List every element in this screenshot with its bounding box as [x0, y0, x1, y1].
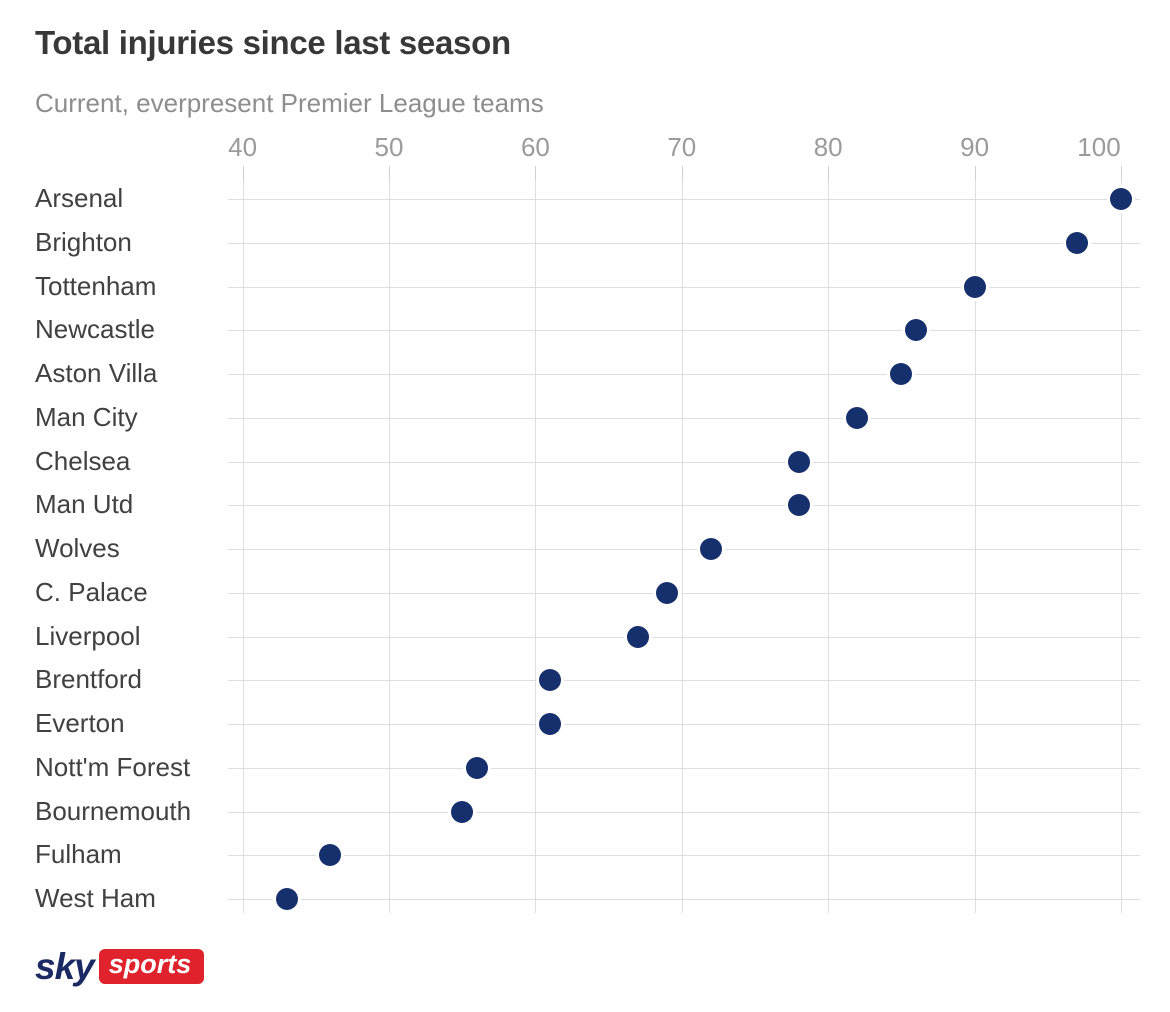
x-tick-label-60: 60	[520, 132, 550, 162]
team-label-brighton: Brighton	[35, 226, 132, 257]
data-dot-arsenal	[1109, 188, 1132, 210]
x-tickmark-90	[974, 166, 976, 180]
row-gridline	[228, 374, 1140, 375]
data-dot-brentford	[539, 669, 562, 692]
data-dot-c-palace	[656, 581, 679, 604]
data-dot-aston-villa	[890, 363, 913, 385]
data-dot-brighton	[1066, 231, 1089, 254]
row-gridline	[228, 724, 1140, 725]
row-gridline	[228, 505, 1140, 507]
data-dot-bournemouth	[451, 800, 474, 823]
team-label-brentford: Brentford	[35, 664, 142, 695]
x-gridline-40	[242, 180, 244, 913]
x-tickmark-50	[389, 166, 391, 180]
x-tick-label-80: 80	[813, 132, 843, 162]
data-dot-wolves	[700, 538, 723, 560]
x-gridline-70	[681, 180, 683, 913]
team-label-arsenal: Arsenal	[35, 182, 124, 213]
row-gridline	[228, 242, 1140, 244]
data-dot-newcastle	[905, 319, 928, 342]
sky-sports-logo: sky sports	[35, 946, 205, 987]
team-label-man-city: Man City	[35, 401, 138, 432]
team-label-newcastle: Newcastle	[35, 314, 155, 345]
team-label-west-ham: West Ham	[35, 882, 156, 913]
sports-logo-badge: sports	[98, 949, 205, 984]
team-label-nott-m-forest: Nott'm Forest	[35, 751, 191, 782]
x-tickmark-40	[242, 166, 244, 180]
data-dot-chelsea	[787, 450, 810, 473]
row-gridline	[228, 767, 1140, 769]
x-gridline-60	[535, 180, 537, 913]
team-label-wolves: Wolves	[35, 532, 120, 563]
page-subtitle: Current, everpresent Premier League team…	[35, 88, 544, 118]
row-gridline	[228, 461, 1140, 463]
row-gridline	[228, 899, 1140, 900]
team-label-aston-villa: Aston Villa	[35, 357, 158, 388]
x-tickmark-60	[535, 166, 537, 180]
x-tick-label-100: 100	[1077, 132, 1121, 162]
data-dot-man-city	[846, 406, 869, 429]
data-dot-everton	[539, 713, 562, 735]
page-title: Total injuries since last season	[35, 24, 511, 61]
row-gridline	[228, 680, 1140, 682]
x-gridline-50	[389, 180, 391, 913]
x-gridline-100	[1120, 180, 1122, 913]
team-label-everton: Everton	[35, 707, 125, 738]
data-dot-tottenham	[963, 275, 986, 298]
data-dot-man-utd	[787, 494, 810, 517]
row-gridline	[228, 811, 1140, 813]
team-label-man-utd: Man Utd	[35, 489, 134, 520]
data-dot-liverpool	[626, 625, 649, 648]
x-gridline-90	[974, 180, 976, 913]
row-gridline	[228, 286, 1140, 288]
data-dot-west-ham	[275, 888, 298, 910]
team-label-chelsea: Chelsea	[35, 445, 131, 476]
x-tick-label-90: 90	[960, 132, 990, 162]
x-tick-label-50: 50	[374, 132, 404, 162]
team-label-tottenham: Tottenham	[35, 270, 157, 301]
x-tickmark-100	[1120, 166, 1122, 180]
x-tick-label-40: 40	[228, 132, 258, 162]
team-label-fulham: Fulham	[35, 839, 122, 870]
team-label-bournemouth: Bournemouth	[35, 795, 192, 826]
row-gridline	[228, 855, 1140, 857]
row-gridline	[228, 417, 1140, 419]
team-label-liverpool: Liverpool	[35, 620, 141, 651]
x-tickmark-70	[681, 166, 683, 180]
row-gridline	[228, 199, 1140, 200]
team-label-c-palace: C. Palace	[35, 576, 148, 607]
row-gridline	[228, 549, 1140, 550]
x-tickmark-80	[828, 166, 830, 180]
injuries-dot-plot: 40 50 60 70 80 90 100	[228, 132, 1140, 913]
data-dot-fulham	[319, 844, 342, 867]
row-gridline	[228, 592, 1140, 594]
x-gridline-80	[828, 180, 830, 913]
data-dot-nott-m-forest	[465, 756, 488, 779]
x-tick-label-70: 70	[667, 132, 697, 162]
row-gridline	[228, 636, 1140, 638]
sky-logo-text: sky	[35, 946, 95, 987]
row-gridline	[228, 330, 1140, 332]
